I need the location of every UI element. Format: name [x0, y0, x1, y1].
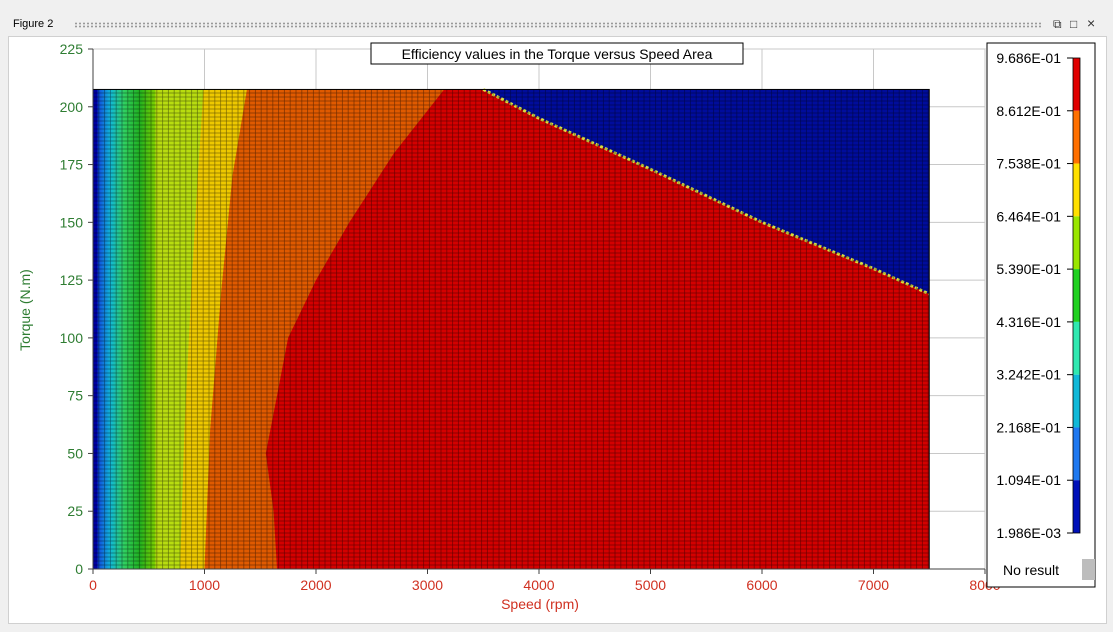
- colorbar-label: 8.612E-01: [996, 103, 1061, 119]
- y-tick-label: 150: [60, 214, 84, 230]
- colorbar-label: 6.464E-01: [996, 208, 1061, 224]
- colorbar-swatch: [1073, 58, 1080, 111]
- y-tick-label: 25: [67, 503, 83, 519]
- colorbar-label: 4.316E-01: [996, 314, 1061, 330]
- y-tick-label: 125: [60, 272, 84, 288]
- mesh-overlay: [93, 89, 930, 569]
- x-tick-label: 3000: [412, 577, 443, 593]
- window-title: Figure 2: [13, 18, 54, 30]
- x-axis-label: Speed (rpm): [501, 596, 579, 612]
- close-icon[interactable]: ×: [1087, 15, 1096, 31]
- colorbar-swatch: [1073, 321, 1080, 375]
- x-tick-label: 5000: [635, 577, 666, 593]
- x-tick-label: 6000: [746, 577, 777, 593]
- x-tick-label: 0: [89, 577, 97, 593]
- x-tick-label: 7000: [858, 577, 889, 593]
- drag-grip[interactable]: [74, 22, 1042, 28]
- colorbar-label: 7.538E-01: [996, 156, 1061, 172]
- x-axis: 0 1000 2000 3000 4000 5000 6000 7000 8000: [89, 568, 1001, 593]
- figure-titlebar[interactable]: Figure 2 ⧉ □ ×: [0, 8, 1113, 38]
- efficiency-map-chart: 0 1000 2000 3000 4000 5000 6000 7000 8000 025507…: [17, 41, 1096, 612]
- x-tick-label: 2000: [300, 577, 331, 593]
- no-result-label: No result: [1003, 562, 1059, 578]
- x-tick-label: 4000: [523, 577, 554, 593]
- colorbar-swatch: [1073, 163, 1080, 217]
- y-tick-label: 175: [60, 157, 84, 173]
- colorbar-swatch: [1073, 374, 1080, 428]
- colorbar-outline: [1072, 57, 1081, 534]
- colorbar-label: 5.390E-01: [996, 261, 1061, 277]
- plot-panel: 0 1000 2000 3000 4000 5000 6000 7000 8000 0 25 50 7…: [8, 36, 1107, 624]
- x-tick-label: 1000: [189, 577, 220, 593]
- colorbar-swatch: [1073, 216, 1080, 270]
- y-axis: 0 25 50 75 100 125 150 175 200 225: [60, 41, 94, 577]
- colorbar-swatch: [1073, 269, 1080, 322]
- no-result-swatch: [1082, 559, 1095, 580]
- colorbar-swatch: [1073, 427, 1080, 481]
- colorbar-label: 9.686E-01: [996, 50, 1061, 66]
- y-tick-label: 200: [60, 99, 84, 115]
- chart-title: Efficiency values in the Torque versus S…: [402, 46, 713, 62]
- colorbar-legend: 9.686E-01 8.612E-01 7.538E-01 6.464E-01 5.39…: [986, 42, 1096, 588]
- y-tick-label: 0: [75, 561, 83, 577]
- undock-icon[interactable]: ⧉: [1053, 17, 1062, 31]
- chart-title-box: Efficiency values in the Torque versus S…: [370, 42, 744, 65]
- y-axis-label: Torque (N.m): [17, 269, 33, 351]
- y-tick-label: 225: [60, 41, 84, 57]
- y-tick-label: 100: [60, 330, 84, 346]
- y-tick-label: 75: [67, 388, 83, 404]
- colorbar-label: 1.094E-01: [996, 472, 1061, 488]
- colorbar-swatch: [1073, 110, 1080, 164]
- colorbar-label: 1.986E-03: [996, 525, 1061, 541]
- heatmap-layer: [93, 88, 930, 569]
- colorbar-label: 3.242E-01: [996, 367, 1061, 383]
- maximize-icon[interactable]: □: [1070, 17, 1078, 31]
- colorbar-swatch: [1073, 480, 1080, 533]
- y-tick-label: 50: [67, 445, 83, 461]
- colorbar-label: 2.168E-01: [996, 419, 1061, 435]
